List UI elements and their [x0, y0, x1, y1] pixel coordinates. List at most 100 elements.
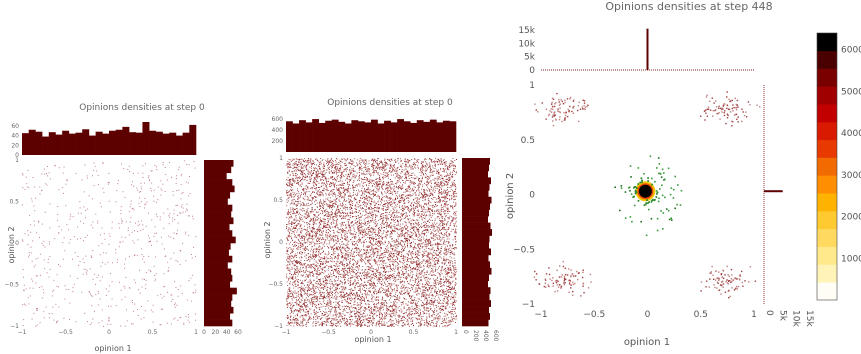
data-point	[320, 206, 322, 208]
data-point	[381, 254, 383, 256]
data-point	[356, 325, 358, 327]
data-point	[297, 195, 299, 197]
data-point	[316, 216, 318, 218]
data-point	[409, 325, 410, 327]
data-point	[385, 292, 387, 293]
data-point	[421, 230, 423, 232]
data-point	[389, 279, 391, 281]
data-point	[426, 209, 428, 211]
data-point	[174, 317, 176, 319]
data-point	[402, 210, 404, 212]
data-point	[428, 314, 430, 316]
data-point	[192, 215, 194, 217]
data-point	[294, 181, 296, 182]
data-point	[335, 203, 336, 205]
data-point	[356, 283, 357, 285]
data-point	[377, 289, 379, 291]
data-point	[337, 261, 339, 263]
data-point	[296, 225, 298, 227]
data-point	[375, 181, 377, 183]
data-point	[390, 164, 392, 166]
data-point	[298, 197, 300, 199]
data-point	[352, 233, 354, 234]
data-point	[348, 207, 350, 209]
data-point	[387, 289, 389, 291]
data-point	[446, 268, 448, 270]
data-point	[95, 283, 97, 285]
data-point	[375, 273, 376, 275]
data-point	[381, 198, 383, 200]
data-point	[345, 215, 347, 217]
data-point	[355, 291, 357, 293]
data-point	[145, 287, 147, 289]
data-point	[389, 268, 391, 270]
data-point	[443, 258, 445, 260]
data-point	[445, 229, 447, 231]
right-hist-bar	[204, 274, 233, 282]
data-point	[187, 215, 189, 217]
data-point	[444, 180, 446, 182]
data-point	[411, 303, 413, 305]
data-point	[337, 235, 339, 237]
data-point	[401, 185, 403, 187]
data-point	[100, 265, 102, 267]
data-point	[414, 191, 416, 193]
data-point	[434, 183, 436, 185]
data-point	[58, 286, 60, 288]
data-point	[325, 282, 327, 284]
data-point	[438, 169, 439, 171]
data-point	[302, 306, 304, 308]
data-point	[370, 317, 372, 319]
data-point	[444, 195, 446, 197]
data-point	[403, 194, 405, 196]
data-point	[101, 227, 103, 229]
data-point	[402, 322, 404, 324]
data-point	[430, 182, 432, 184]
data-point	[330, 159, 332, 160]
data-point	[401, 206, 403, 208]
top-hist-bar	[155, 131, 163, 155]
data-point	[389, 185, 391, 187]
data-point	[365, 202, 367, 203]
data-point	[453, 199, 455, 201]
data-point	[420, 240, 422, 242]
data-point	[324, 220, 326, 222]
data-point	[408, 173, 409, 174]
data-point	[340, 315, 342, 317]
data-point	[407, 173, 409, 175]
data-point	[306, 310, 308, 312]
data-point	[451, 261, 453, 263]
data-point	[401, 316, 403, 318]
data-point	[352, 186, 354, 188]
data-point	[188, 316, 190, 318]
data-point	[426, 255, 428, 257]
data-point	[314, 269, 316, 271]
data-point	[387, 244, 388, 246]
data-point	[303, 179, 305, 181]
data-point	[68, 319, 70, 321]
data-point	[403, 217, 405, 219]
data-point	[297, 310, 299, 312]
data-point	[415, 253, 417, 255]
data-point	[427, 229, 429, 231]
data-point	[393, 325, 395, 327]
data-point	[289, 317, 291, 319]
data-point	[328, 221, 330, 222]
data-point	[342, 254, 344, 256]
data-point	[402, 230, 403, 232]
data-point	[423, 294, 425, 296]
data-point	[318, 193, 320, 195]
data-point	[300, 228, 302, 230]
data-point	[344, 244, 346, 246]
data-point	[438, 313, 440, 315]
data-point	[439, 283, 441, 285]
data-point	[286, 192, 287, 194]
data-point	[454, 183, 456, 185]
data-point	[295, 178, 297, 180]
data-point	[339, 296, 341, 298]
data-point	[144, 197, 146, 199]
data-point	[371, 159, 373, 161]
data-point	[180, 184, 182, 186]
data-point	[287, 171, 289, 173]
data-point	[108, 172, 110, 174]
